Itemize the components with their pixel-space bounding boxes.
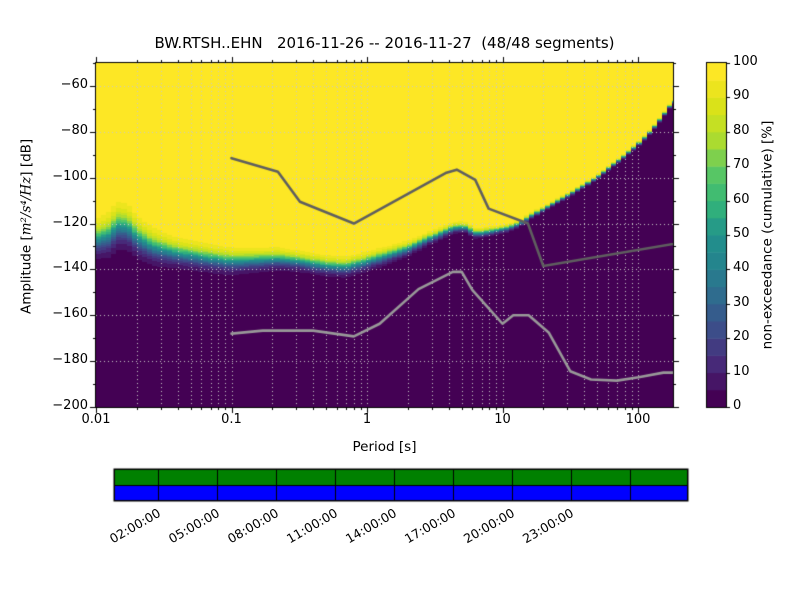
x-axis-label: Period [s]: [352, 439, 417, 455]
colorbar-tick-label: 20: [733, 329, 750, 345]
x-tick-label: 10: [494, 412, 511, 427]
colorbar-tick-label: 70: [733, 157, 750, 173]
y-tick-label: −140: [52, 260, 88, 276]
plot-title: BW.RTSH..EHN 2016-11-26 -- 2016-11-27 (4…: [154, 34, 615, 52]
y-axis-label: Amplitude [m²/s⁴/Hz] [dB]: [5, 139, 50, 331]
x-tick-label: 1: [362, 412, 372, 427]
y-tick-label: −120: [52, 214, 88, 230]
x-tick-label: 0.1: [221, 412, 242, 427]
x-tick-label: 0.01: [81, 412, 111, 427]
y-tick-label: −160: [52, 306, 88, 322]
colorbar-tick-label: 90: [733, 88, 750, 104]
y-tick-label: −100: [52, 168, 88, 184]
colorbar-tick-label: 30: [733, 294, 750, 310]
y-tick-label: −200: [52, 398, 88, 413]
y-tick-label: −80: [60, 122, 88, 138]
colorbar-tick-label: 50: [733, 226, 750, 241]
colorbar-tick-label: 0: [733, 398, 742, 413]
x-tick-label: 100: [625, 412, 651, 427]
colorbar-tick-label: 100: [733, 54, 758, 69]
y-tick-label: −180: [52, 352, 88, 368]
colorbar-tick-label: 80: [733, 122, 750, 138]
colorbar-tick-label: 40: [733, 260, 750, 276]
y-tick-label: −60: [60, 76, 88, 92]
colorbar-tick-label: 60: [733, 191, 750, 207]
colorbar-tick-label: 10: [733, 363, 750, 379]
